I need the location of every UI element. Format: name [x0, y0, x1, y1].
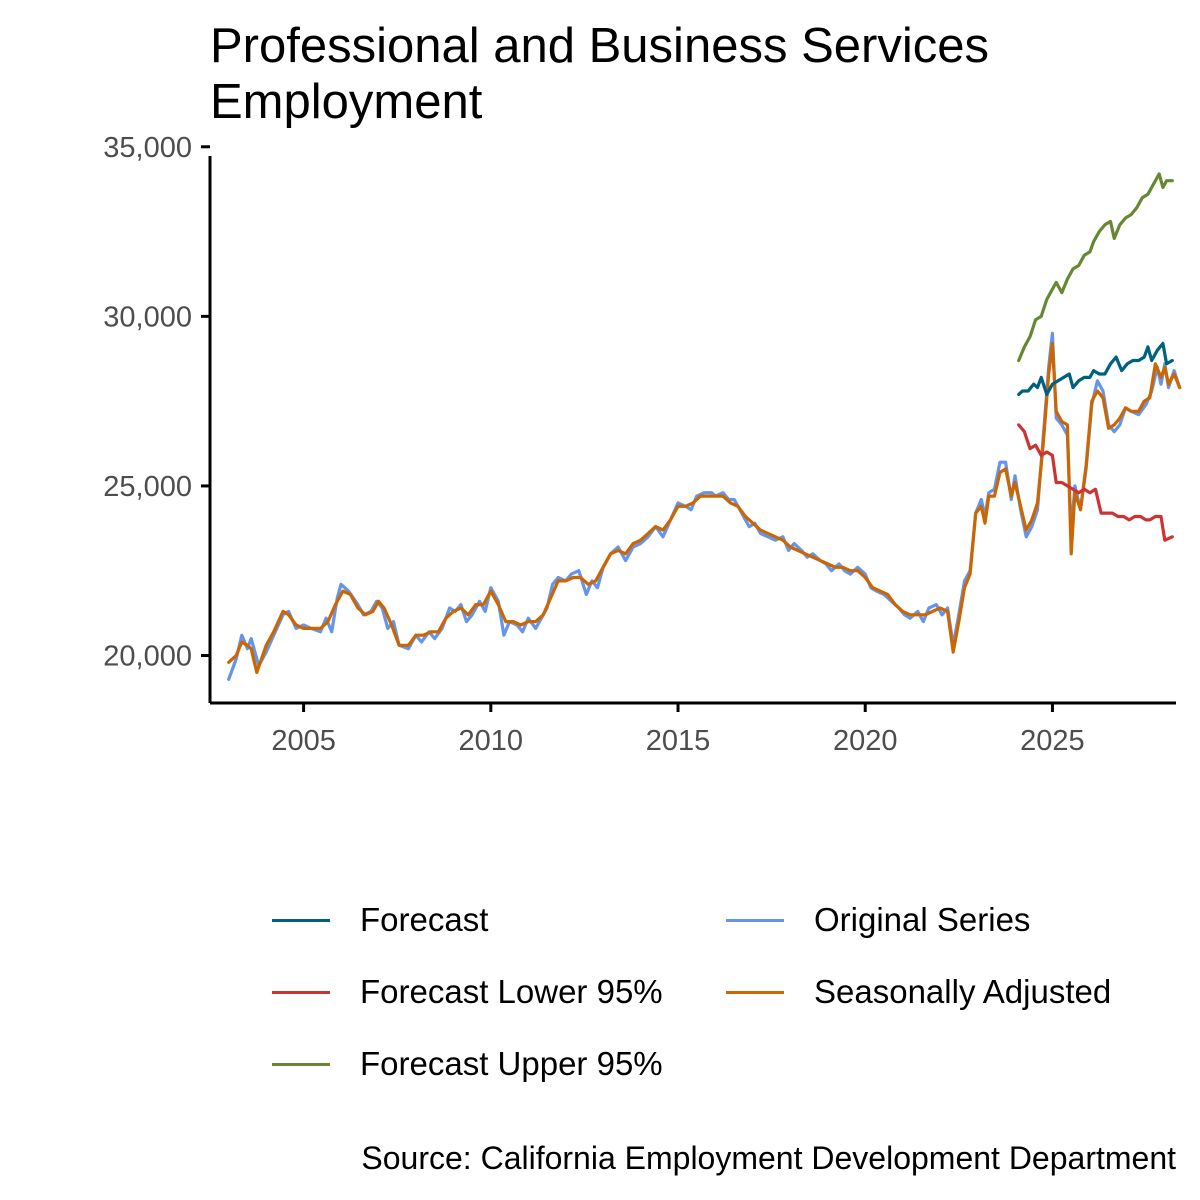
series-line-forecast — [1017, 341, 1174, 396]
series-line-forecast-upper-95 — [1017, 172, 1174, 363]
legend-label-forecast: Forecast — [360, 901, 489, 938]
legend-item-seasonally-adjusted: Seasonally Adjusted — [726, 962, 1111, 1022]
source-caption: Source: California Employment Developmen… — [361, 1140, 1176, 1176]
legend-swatch-forecast-lower — [272, 990, 330, 994]
y-tick-label: 35,000 — [103, 132, 192, 164]
legend-swatch-forecast — [272, 918, 330, 922]
y-tick-label: 30,000 — [103, 301, 192, 333]
series-layer — [227, 172, 1182, 681]
legend-label-forecast-upper: Forecast Upper 95% — [360, 1045, 663, 1082]
legend-item-forecast: Forecast — [272, 890, 488, 950]
legend-item-original-series: Original Series — [726, 890, 1030, 950]
legend-swatch-forecast-upper — [272, 1062, 330, 1066]
legend-label-seasonally-adjusted: Seasonally Adjusted — [814, 973, 1112, 1010]
legend-label-original-series: Original Series — [814, 901, 1031, 938]
y-tick-label: 20,000 — [103, 641, 192, 673]
series-line-forecast-lower-95 — [1017, 423, 1174, 542]
chart-title: Professional and Business Services Emplo… — [210, 19, 989, 129]
x-tick-label: 2005 — [271, 725, 336, 757]
legend-label-forecast-lower: Forecast Lower 95% — [360, 973, 663, 1010]
x-tick-label: 2015 — [646, 725, 711, 757]
legend-item-forecast-lower: Forecast Lower 95% — [272, 962, 663, 1022]
series-line-seasonally-adjusted — [227, 341, 1182, 675]
y-tick-label: 25,000 — [103, 471, 192, 503]
legend-swatch-seasonally-adjusted — [726, 990, 784, 994]
axis-layer: 20,000 25,000 30,000 35,000 2005 2010 2015 2020… — [103, 132, 1176, 757]
x-tick-label: 2025 — [1020, 725, 1085, 757]
legend-item-forecast-upper: Forecast Upper 95% — [272, 1034, 663, 1094]
legend: Forecast Forecast Lower 95% Forecast Upp… — [272, 890, 1172, 1110]
legend-swatch-original-series — [726, 918, 784, 922]
x-tick-label: 2020 — [833, 725, 898, 757]
x-tick-label: 2010 — [459, 725, 524, 757]
